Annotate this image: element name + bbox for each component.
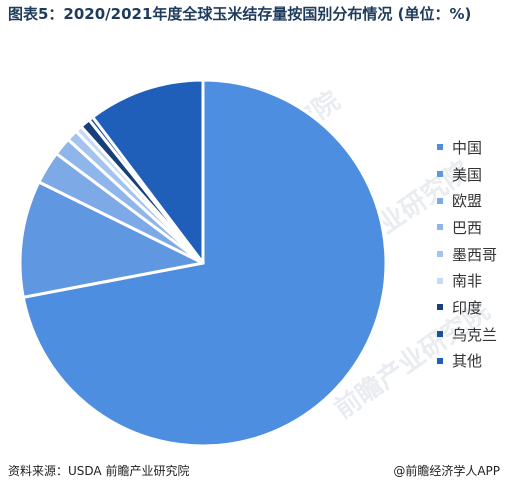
legend-swatch [437, 331, 443, 338]
chart-title: 图表5：2020/2021年度全球玉米结存量按国别分布情况 (单位：%) [8, 5, 472, 23]
legend-item: 印度 [437, 294, 497, 321]
legend-label: 巴西 [452, 218, 483, 237]
legend-swatch [437, 357, 443, 364]
legend-item: 巴西 [437, 214, 497, 241]
brand-text: @前瞻经济学人APP [393, 464, 500, 478]
legend-item: 墨西哥 [437, 241, 497, 268]
legend-item: 其他 [437, 348, 497, 375]
legend-swatch [437, 144, 443, 151]
source-text: 资料来源：USDA 前瞻产业研究院 [8, 464, 190, 478]
legend-label: 其他 [452, 352, 483, 371]
legend-label: 南非 [452, 272, 483, 291]
legend-item: 南非 [437, 267, 497, 294]
pie-slice-8 [91, 78, 205, 265]
legend-item: 美国 [437, 161, 497, 188]
legend-label: 中国 [452, 138, 483, 157]
pie-slices [18, 78, 388, 448]
legend-label: 欧盟 [452, 192, 483, 211]
legend-label: 墨西哥 [452, 245, 498, 264]
legend-label: 乌克兰 [452, 325, 498, 344]
legend-item: 中国 [437, 134, 497, 161]
pie-slice-0 [21, 78, 388, 448]
pie-slice-1 [18, 180, 205, 299]
footer: 资料来源：USDA 前瞻产业研究院 @前瞻经济学人APP [8, 462, 500, 479]
legend-label: 美国 [452, 165, 483, 184]
legend-swatch [437, 251, 443, 258]
legend-label: 印度 [452, 298, 483, 317]
legend-swatch [437, 224, 443, 231]
legend-swatch [437, 197, 443, 204]
legend-swatch [437, 171, 443, 178]
legend: 中国美国欧盟巴西墨西哥南非印度乌克兰其他 [437, 134, 497, 374]
legend-swatch [437, 304, 443, 311]
legend-swatch [437, 277, 443, 284]
legend-item: 欧盟 [437, 187, 497, 214]
legend-item: 乌克兰 [437, 321, 497, 348]
